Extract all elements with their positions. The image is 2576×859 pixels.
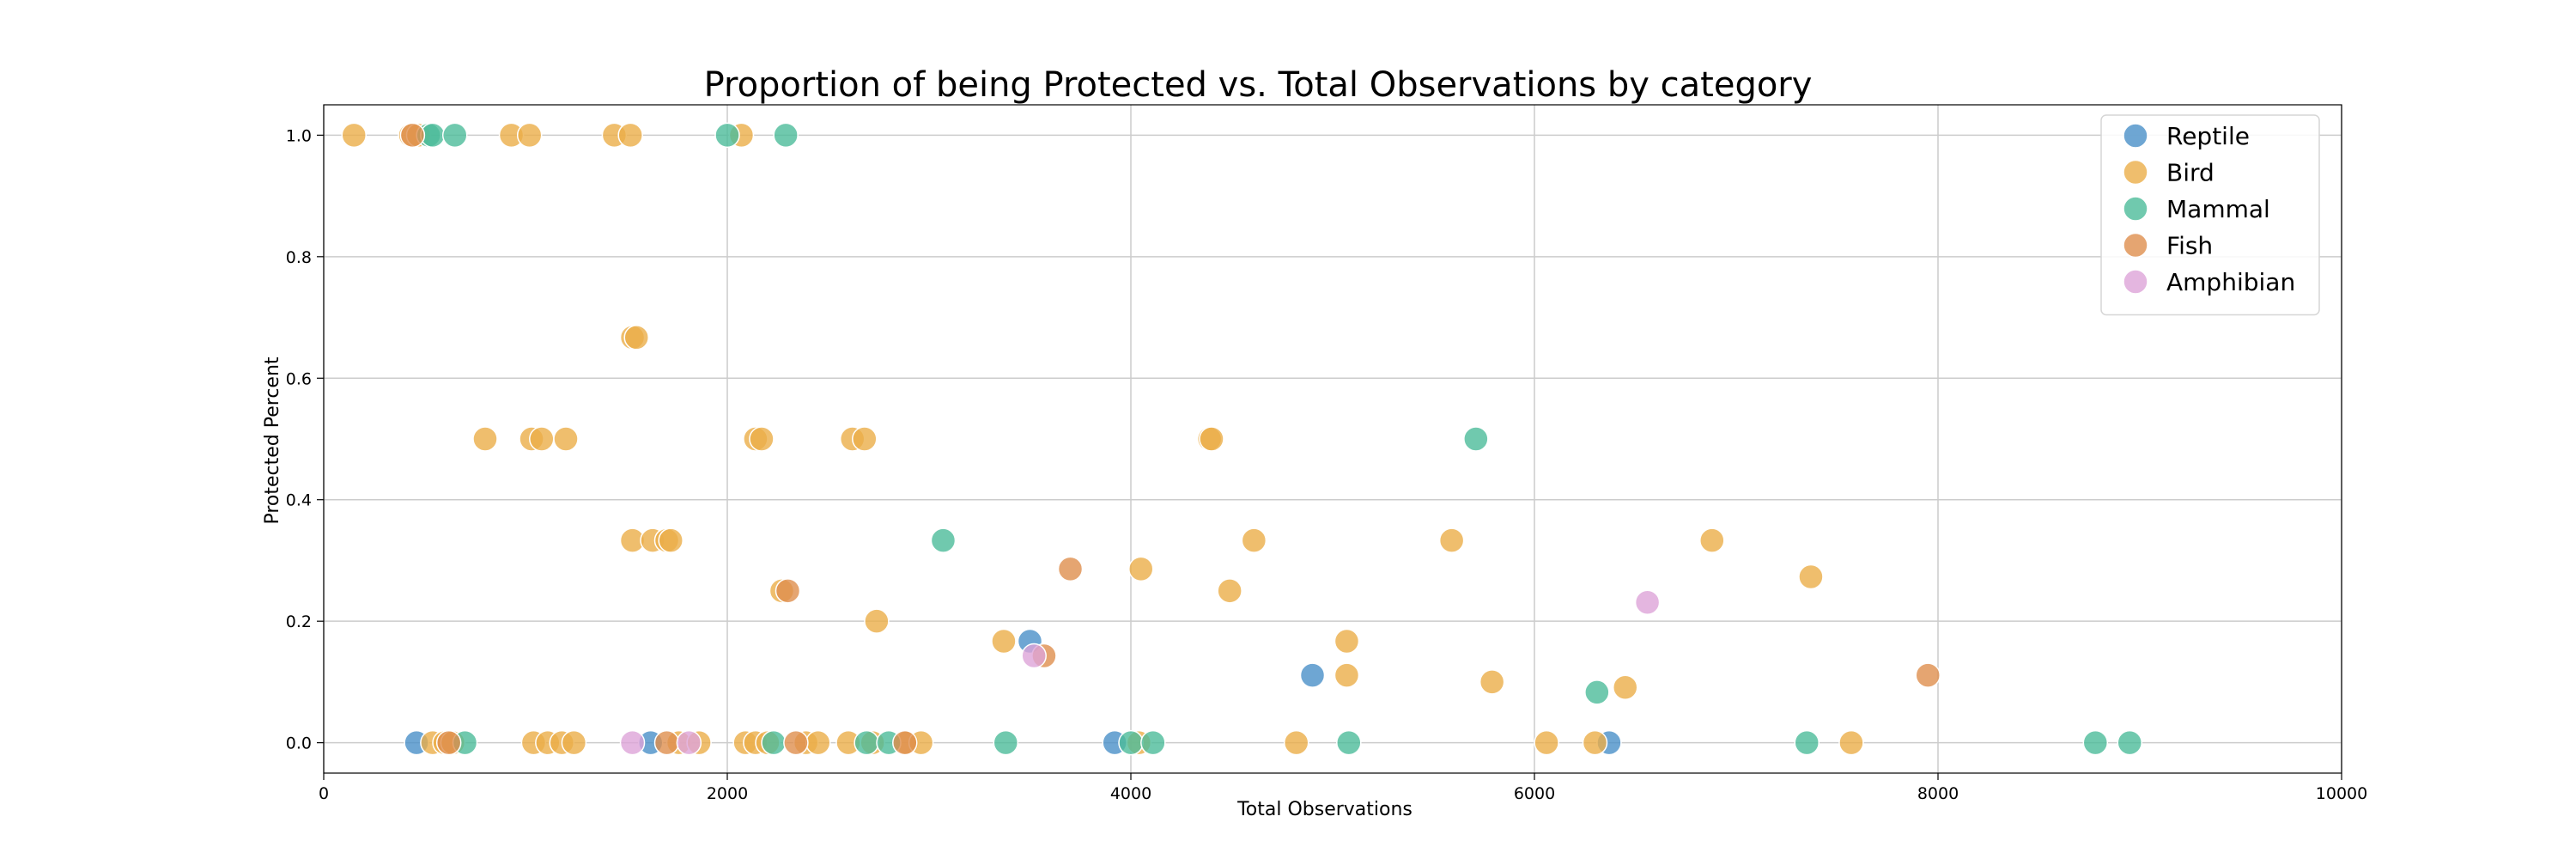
data-point-amphibian [619,729,646,756]
y-axis-label: Protected Percent [262,356,283,524]
x-tick-label: 6000 [1514,784,1555,803]
data-point-bird [852,426,878,452]
data-point-bird [1534,729,1559,756]
data-point-bird [1798,564,1824,590]
axis-ticks: 0 2000 4000 6000 8000 10000 0.0 0.2 0.4 0.6 0.8 1.0 [286,126,2367,803]
legend-marker-amphibian [2123,269,2148,295]
legend-label-reptile: Reptile [2166,122,2250,150]
data-point-bird [1199,426,1224,452]
data-point-bird [1699,527,1725,553]
data-point-mammal [1463,426,1489,452]
data-point-mammal [773,122,799,149]
x-axis-label: Total Observations [1236,799,1413,820]
data-point-amphibian [1634,589,1661,616]
data-point-bird [1479,669,1505,695]
data-point-bird [749,426,775,452]
data-point-fish [653,729,680,756]
data-point-fish [783,729,809,756]
data-point-amphibian [1021,643,1047,669]
x-tick-label: 0 [319,784,329,803]
data-point-fish [892,729,918,756]
plot-area [323,104,2342,774]
data-point-bird [561,729,587,756]
y-tick-label: 0.2 [286,612,312,631]
data-point-bird [623,325,649,350]
data-point-mammal [761,729,787,756]
data-point-bird [1128,556,1154,582]
data-point-bird [805,729,831,756]
y-tick-label: 0.4 [286,491,312,510]
data-point-bird [991,628,1017,655]
data-point-mammal [1794,729,1820,756]
data-point-reptile [1299,662,1326,688]
data-point-fish [1915,662,1941,688]
legend-marker-mammal [2123,196,2148,222]
legend-marker-bird [2123,159,2148,186]
legend-box [2100,114,2320,316]
data-point-bird [1217,578,1242,604]
data-point-bird [1334,662,1360,688]
x-tick-label: 8000 [1917,784,1959,803]
grid-lines [323,105,2342,773]
data-point-bird [1241,527,1267,553]
data-point-bird [341,122,367,149]
data-point-mammal [930,527,957,553]
data-point-bird [864,608,890,634]
data-point-bird [472,426,498,452]
data-point-fish [775,578,801,604]
data-point-bird [1838,729,1864,756]
data-point-mammal [442,122,468,149]
y-tick-label: 0.6 [286,369,312,388]
legend-label-mammal: Mammal [2166,195,2270,223]
data-point-bird [553,426,579,452]
data-point-mammal [1336,729,1362,756]
legend-label-fish: Fish [2166,232,2213,260]
data-point-mammal [854,729,879,756]
x-tick-label: 4000 [1110,784,1151,803]
x-tick-label: 2000 [707,784,748,803]
legend-marker-reptile [2123,123,2148,149]
data-point-bird [1613,674,1638,701]
data-point-bird [1334,628,1360,655]
data-point-amphibian [676,729,702,756]
legend-label-bird: Bird [2166,159,2215,187]
data-point-fish [435,729,462,756]
data-point-fish [1057,556,1084,582]
data-point-bird [658,527,683,553]
data-point-mammal [1140,729,1166,756]
y-tick-label: 1.0 [286,126,312,145]
chart-title: Proportion of being Protected vs. Total … [704,65,1813,105]
data-point-bird [529,426,555,452]
y-tick-label: 0.0 [286,734,312,753]
x-tick-label: 10000 [2316,784,2367,803]
data-point-mammal [1584,679,1610,705]
legend: Reptile Bird Mammal Fish Amphibian [2100,114,2320,316]
data-point-fish [399,122,426,149]
data-point-bird [617,122,643,149]
data-point-mammal [993,729,1019,756]
y-tick-label: 0.8 [286,248,312,267]
legend-marker-fish [2123,232,2148,259]
data-point-bird [516,122,543,149]
legend-label-amphibian: Amphibian [2166,268,2295,296]
data-point-bird [1283,729,1309,756]
data-point-mammal [1118,729,1144,756]
data-point-mammal [2082,729,2109,756]
data-point-bird [1582,729,1608,756]
data-points [341,122,2142,756]
data-point-mammal [2117,729,2142,756]
data-point-mammal [714,122,740,149]
data-point-bird [1438,527,1465,553]
